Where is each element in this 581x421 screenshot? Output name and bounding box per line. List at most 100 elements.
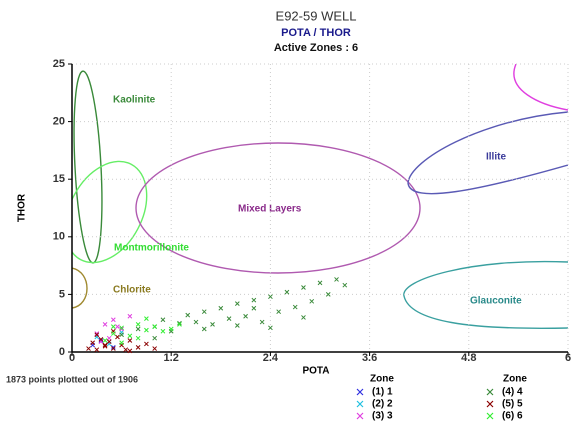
point [123, 347, 129, 353]
point [110, 346, 116, 351]
point [127, 338, 133, 343]
illite-region [407, 111, 568, 195]
point [268, 294, 273, 300]
point [276, 309, 282, 315]
point [193, 319, 199, 325]
point [325, 292, 331, 297]
axis-frame [71, 64, 568, 353]
point [259, 319, 265, 325]
x-tick-label: 2.4 [263, 352, 279, 364]
point [127, 313, 133, 319]
chart-title: E92-59 WELL [276, 8, 357, 23]
legend-title: Zone [503, 374, 527, 385]
point [102, 342, 108, 348]
region-label: Illite [486, 152, 506, 163]
montmorillonite-region [72, 160, 148, 264]
point [201, 326, 207, 332]
point [284, 289, 290, 295]
y-tick-label: 25 [53, 58, 65, 70]
point [119, 325, 124, 331]
y-tick-label: 15 [53, 173, 65, 185]
point [334, 277, 339, 282]
point [342, 282, 348, 288]
point [251, 305, 257, 311]
region-label: Kaolinite [113, 95, 156, 106]
y-axis-label: THOR [17, 193, 28, 222]
point [127, 333, 133, 339]
point [144, 316, 149, 321]
legend-label: (4) 4 [502, 387, 523, 398]
point [135, 321, 141, 327]
legend-marker [356, 388, 364, 396]
legend-marker [356, 412, 364, 420]
point [102, 338, 108, 343]
point [119, 332, 124, 338]
point [110, 345, 116, 350]
point [110, 324, 116, 330]
point [144, 341, 149, 347]
point [234, 323, 240, 328]
point [234, 301, 240, 306]
point [268, 325, 273, 331]
point [160, 317, 166, 323]
point [98, 338, 104, 343]
legend-marker [486, 412, 494, 420]
glauconite-region [403, 260, 568, 329]
point [119, 340, 124, 346]
point [292, 304, 298, 310]
legend-marker [486, 400, 494, 408]
y-tick-label: 5 [59, 288, 65, 300]
point [177, 320, 182, 326]
point [115, 334, 120, 340]
point [98, 336, 104, 342]
point [144, 327, 149, 333]
point [152, 324, 158, 330]
legend-label: (3) 3 [372, 411, 393, 421]
point [201, 309, 207, 315]
region-label: Montmorillonite [114, 243, 189, 254]
legend-label: (1) 1 [372, 387, 393, 398]
x-tick-label: 4.8 [461, 352, 476, 364]
point [135, 326, 141, 332]
point [160, 328, 166, 334]
point [94, 347, 100, 353]
point [152, 346, 158, 351]
point [94, 331, 100, 336]
x-tick-label: 6 [565, 352, 571, 364]
active-zones: Active Zones : 6 [274, 42, 358, 54]
y-tick-label: 0 [59, 346, 65, 358]
x-axis-label: POTA [302, 366, 329, 377]
y-tick-label: 10 [53, 231, 65, 243]
footnote: 1873 points plotted out of 1906 [6, 374, 138, 384]
point [309, 298, 315, 304]
point [243, 313, 248, 319]
x-tick-label: 1.2 [164, 352, 179, 364]
point [94, 332, 100, 338]
point [177, 321, 182, 327]
point [135, 345, 141, 350]
point [90, 340, 96, 346]
point [110, 331, 116, 336]
point [135, 335, 141, 341]
point [102, 321, 108, 327]
region-label: Mixed Layers [238, 204, 302, 215]
legend-label: (6) 6 [502, 411, 523, 421]
extra-region [513, 64, 568, 111]
chart-subtitle: POTA / THOR [281, 27, 351, 39]
x-tick-label: 3.6 [362, 352, 377, 364]
point [301, 285, 306, 290]
mixed-layers-region [135, 142, 421, 274]
legend-label: (2) 2 [372, 399, 393, 410]
legend-marker [356, 400, 364, 408]
point [185, 312, 191, 318]
point [168, 326, 174, 332]
point [102, 343, 108, 349]
point [106, 335, 112, 341]
point [86, 346, 91, 351]
point [210, 321, 215, 327]
point [218, 305, 224, 311]
point [106, 339, 112, 344]
legend-marker [486, 388, 494, 396]
point [119, 326, 124, 332]
point [317, 280, 323, 286]
